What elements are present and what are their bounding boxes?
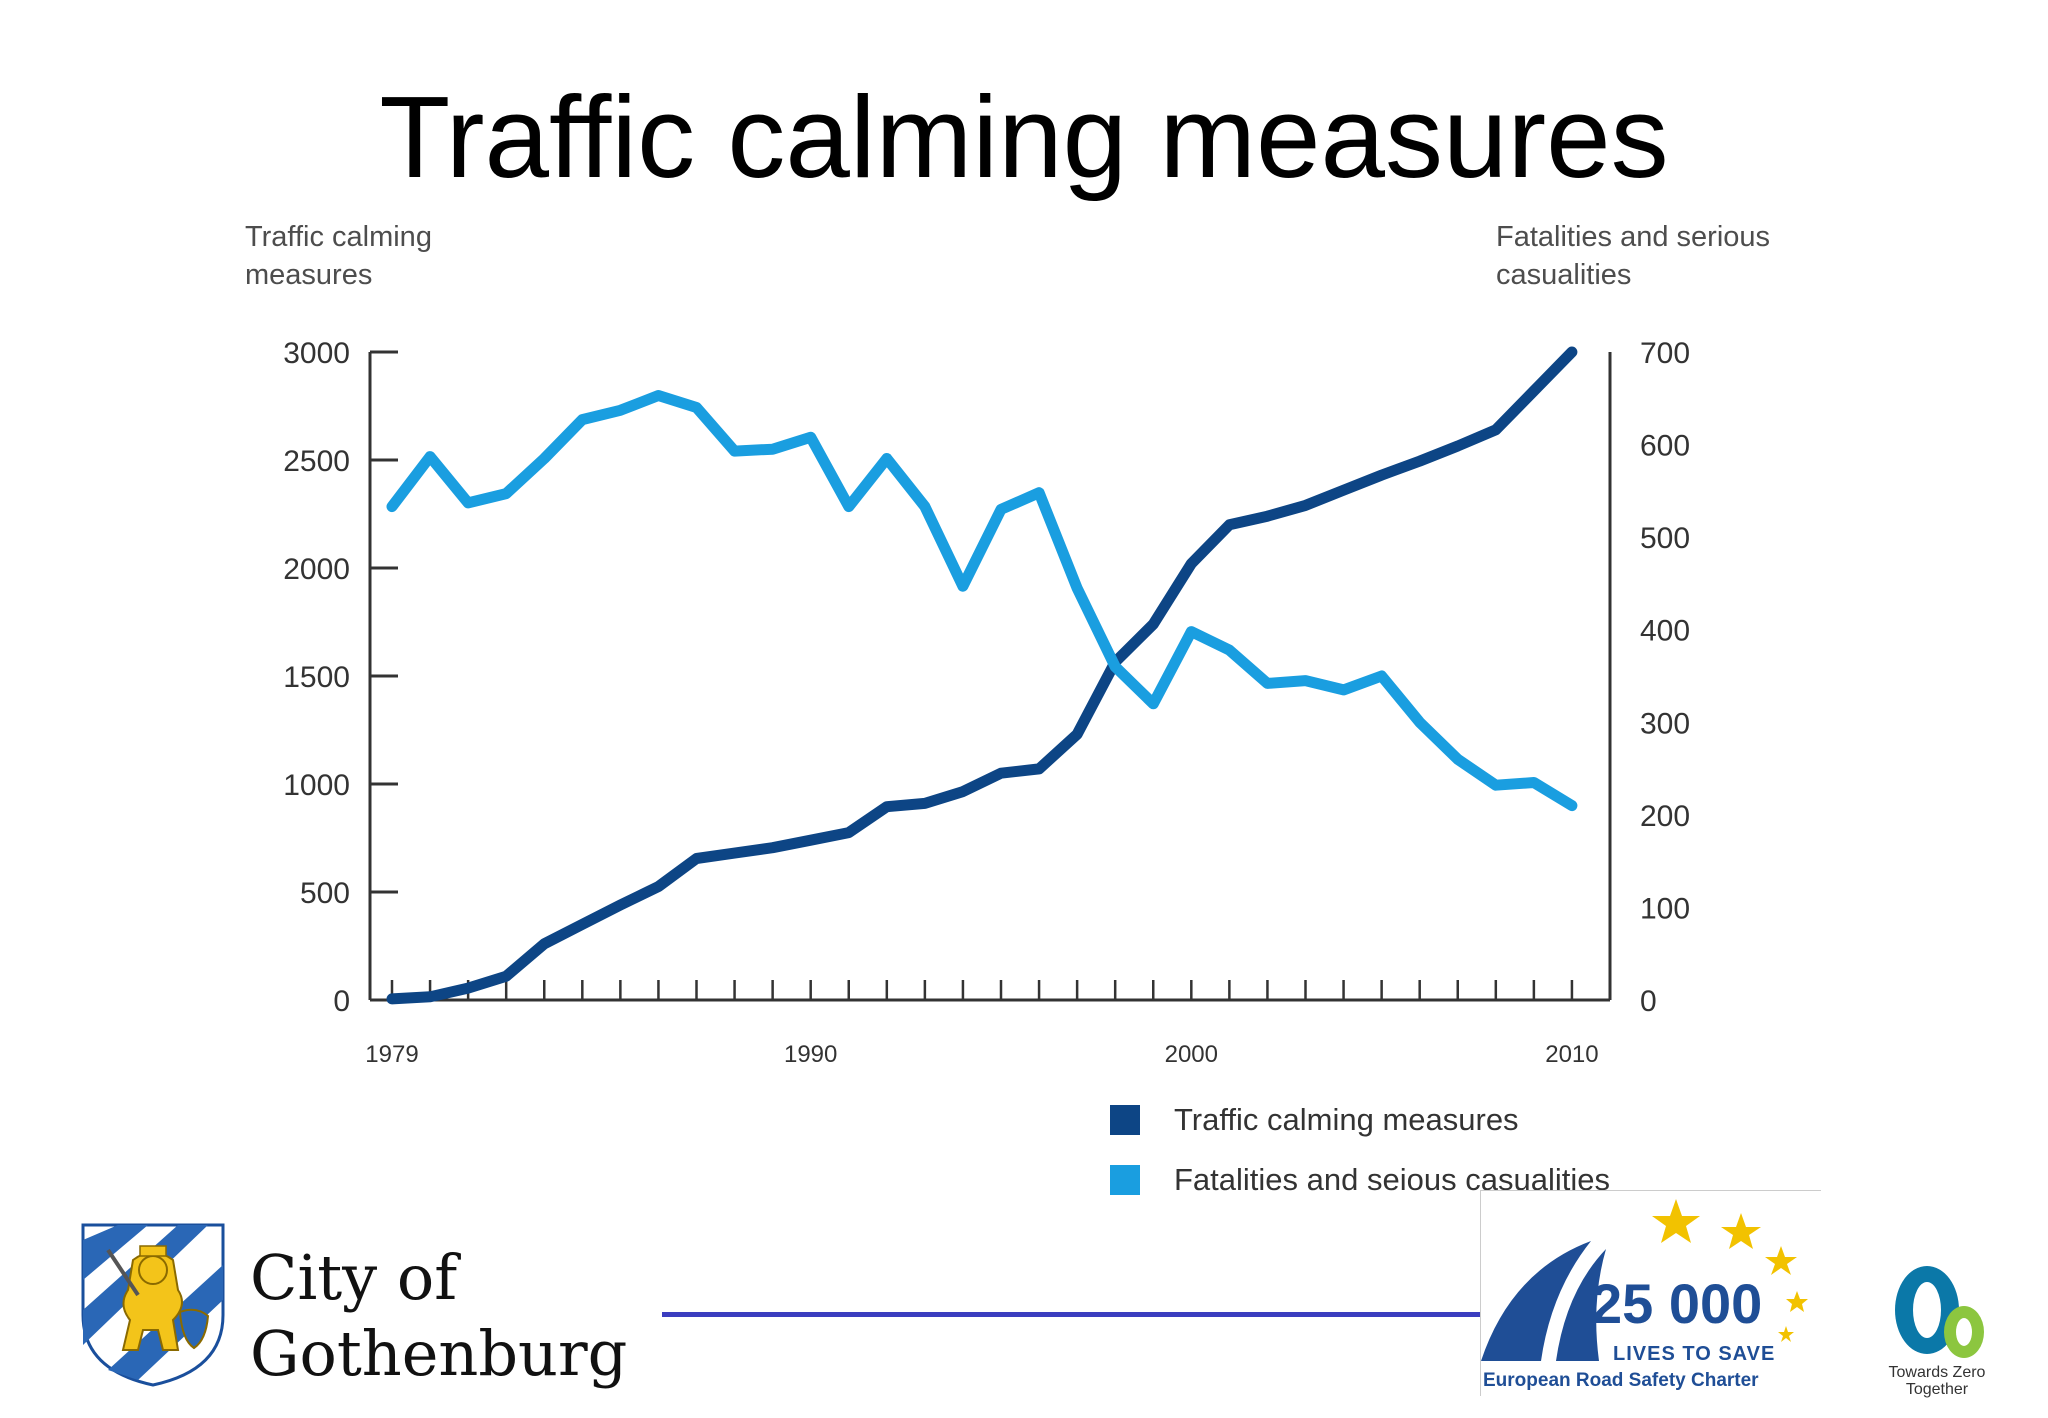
left-tick-label: 3000 (283, 337, 350, 370)
line-chart: 0 500 1000 1500 2000 2500 3000 0 100 200 300 400 50… (283, 337, 1690, 1068)
left-axis-ticks: 0 500 1000 1500 2000 2500 3000 (283, 337, 398, 1018)
left-tick-label: 500 (300, 877, 350, 910)
right-tick-label: 600 (1640, 430, 1690, 463)
right-tick-label: 400 (1640, 615, 1690, 648)
towards-zero-icon (1895, 1266, 1984, 1358)
right-tick-label: 200 (1640, 800, 1690, 833)
road-safety-charter-badge: 25 000 LIVES TO SAVE European Road Safet… (1480, 1190, 1821, 1396)
right-tick-label: 500 (1640, 522, 1690, 555)
right-tick-label: 0 (1640, 985, 1657, 1018)
right-axis-title: Fatalities and serious casualities (1496, 221, 1771, 291)
star-road-icon (1481, 1199, 1808, 1361)
left-tick-label: 1000 (283, 769, 350, 802)
x-axis-ticks: 1979 1990 2000 2010 (365, 980, 1612, 1068)
legend-swatch-fatalities (1110, 1165, 1140, 1195)
footer-divider (662, 1312, 1492, 1317)
right-axis-ticks: 0 100 200 300 400 500 600 700 (1640, 337, 1690, 1018)
slide-title: Traffic calming measures (379, 72, 1669, 202)
city-name: City of Gothenburg (250, 1240, 627, 1392)
series-line-traffic-calming (386, 346, 1578, 1005)
left-tick-label: 2000 (283, 553, 350, 586)
x-tick-label: 1979 (365, 1041, 418, 1068)
right-tick-label: 100 (1640, 892, 1690, 925)
series-layer (386, 346, 1578, 1005)
x-tick-label: 1990 (784, 1041, 837, 1068)
left-tick-label: 1500 (283, 661, 350, 694)
left-tick-label: 0 (333, 985, 350, 1018)
left-axis-title: Traffic calming measures (245, 221, 432, 291)
gothenburg-coat-of-arms-icon (81, 1223, 225, 1387)
towards-zero-caption: Towards Zero Together (1888, 1364, 1986, 1398)
towards-zero-logo: Towards Zero Together (1872, 1262, 2002, 1402)
right-tick-label: 700 (1640, 337, 1690, 370)
right-tick-label: 300 (1640, 707, 1690, 740)
badge-charter: European Road Safety Charter (1483, 1370, 1759, 1391)
city-name-line1: City of (250, 1241, 458, 1314)
x-tick-label: 2000 (1165, 1041, 1218, 1068)
legend-label-traffic-calming: Traffic calming measures (1174, 1102, 1519, 1137)
x-tick-label: 2010 (1545, 1041, 1598, 1068)
badge-subtitle: LIVES TO SAVE (1613, 1343, 1776, 1365)
series-line-fatalities (386, 390, 1578, 812)
badge-number: 25 000 (1591, 1272, 1763, 1335)
legend-swatch-traffic-calming (1110, 1105, 1140, 1135)
legend-item-traffic-calming: Traffic calming measures (1110, 1090, 1610, 1150)
city-name-line2: Gothenburg (250, 1317, 628, 1390)
left-tick-label: 2500 (283, 445, 350, 478)
